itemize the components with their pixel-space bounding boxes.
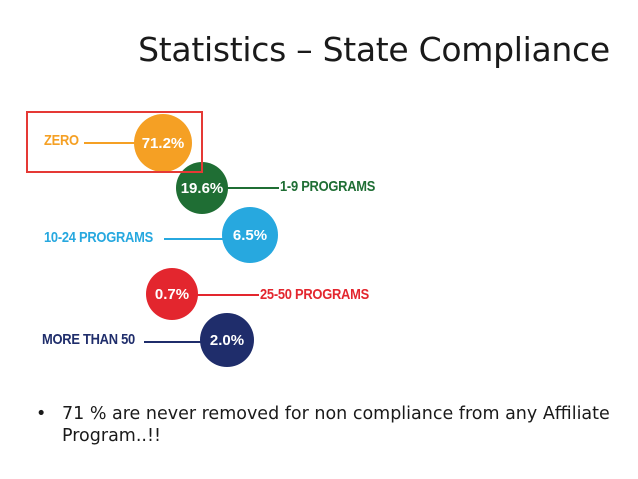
connector-twentyfive-to-50 bbox=[197, 294, 259, 296]
highlight-box-zero bbox=[26, 111, 203, 173]
connector-more-than-50 bbox=[144, 341, 202, 343]
bubble-twentyfive-to-50: 0.7% bbox=[146, 268, 198, 320]
bullet-text: 71 % are never removed for non complianc… bbox=[62, 404, 610, 446]
bubble-one-to-nine: 19.6% bbox=[176, 162, 228, 214]
bubble-ten-to-24: 6.5% bbox=[222, 207, 278, 263]
label-twentyfive-to-50: 25-50 PROGRAMS bbox=[260, 286, 369, 303]
label-ten-to-24: 10-24 PROGRAMS bbox=[44, 229, 153, 246]
connector-ten-to-24 bbox=[164, 238, 224, 240]
bullet-marker: • bbox=[36, 404, 47, 424]
bubble-zero: 71.2% bbox=[134, 114, 192, 172]
connector-zero bbox=[84, 142, 140, 144]
connector-one-to-nine bbox=[227, 187, 279, 189]
bullet-list: • 71 % are never removed for non complia… bbox=[36, 403, 616, 447]
label-one-to-nine: 1-9 PROGRAMS bbox=[280, 178, 376, 195]
slide-title: Statistics – State Compliance bbox=[138, 30, 610, 69]
label-zero: ZERO bbox=[44, 132, 79, 149]
bubble-more-than-50: 2.0% bbox=[200, 313, 254, 367]
label-more-than-50: MORE THAN 50 bbox=[42, 331, 135, 348]
